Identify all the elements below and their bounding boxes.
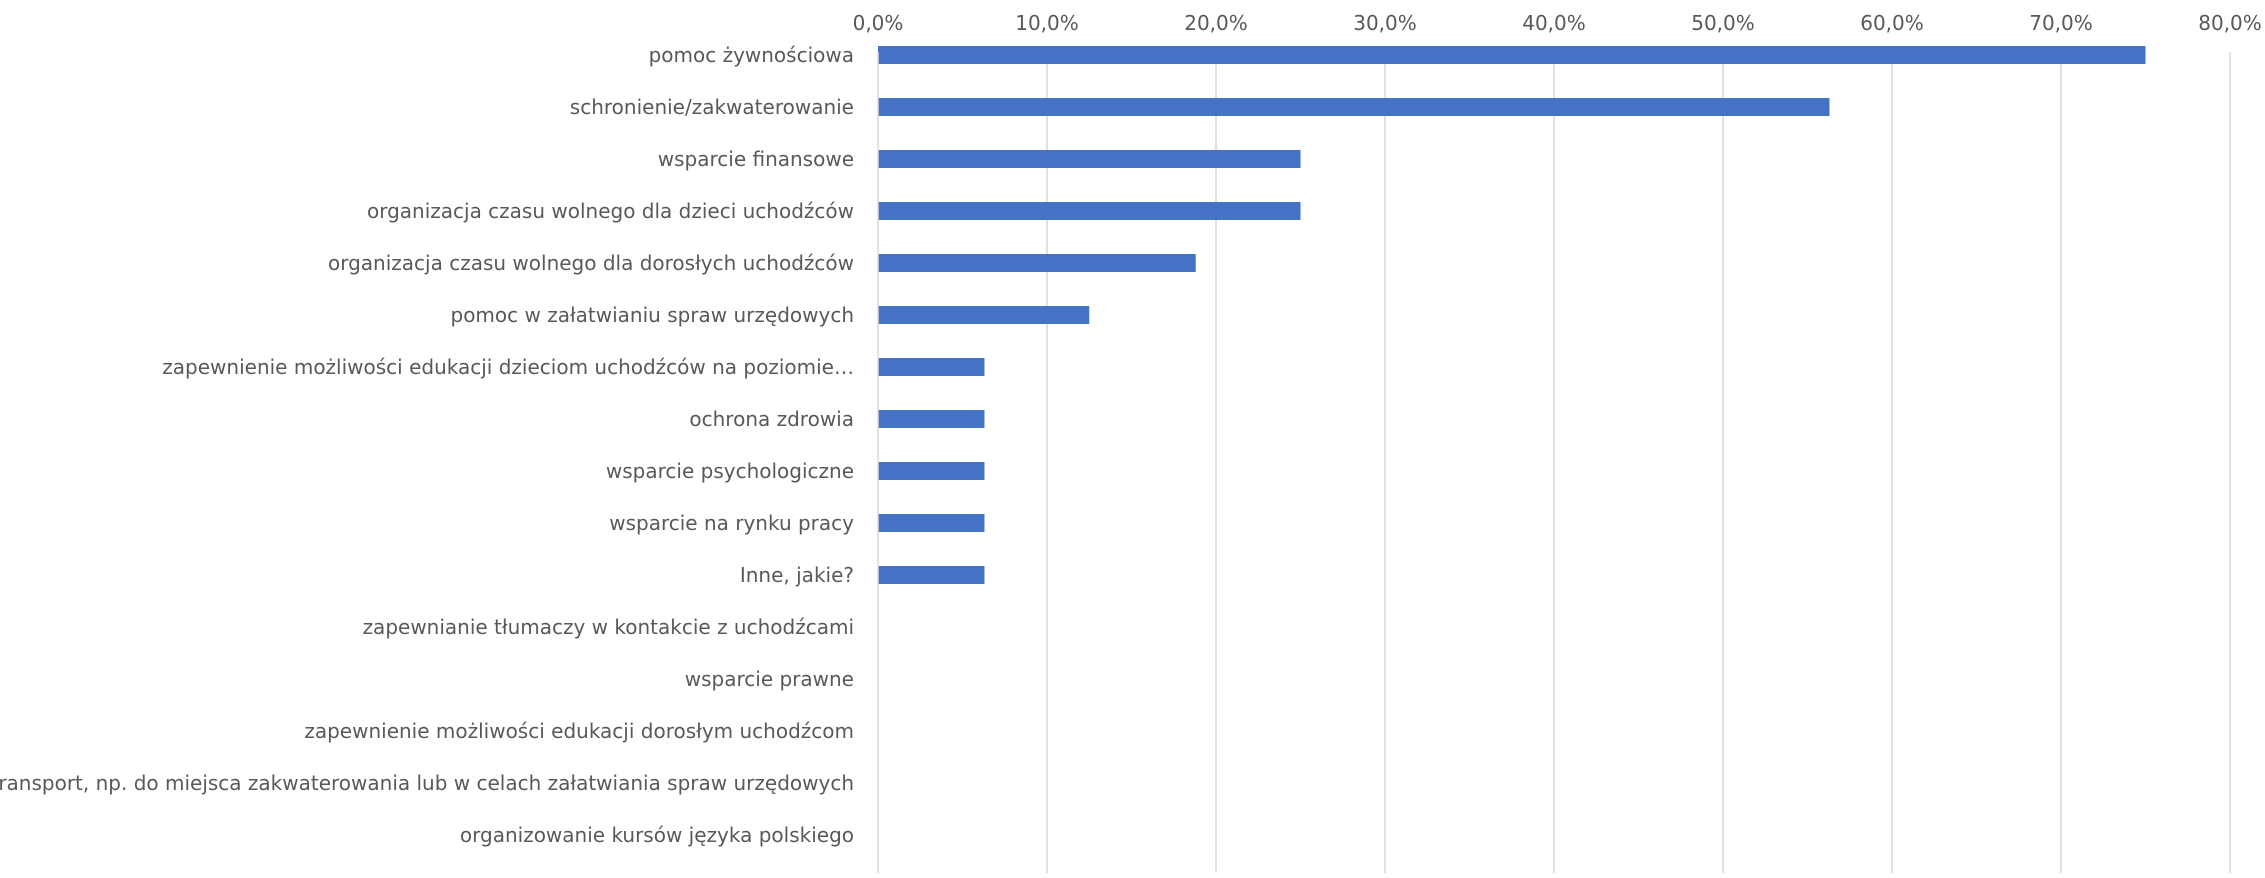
bar bbox=[878, 46, 2146, 64]
category-label: pomoc żywnościowa bbox=[649, 43, 854, 67]
category-label: wsparcie psychologiczne bbox=[606, 459, 854, 483]
bar bbox=[878, 514, 985, 532]
category-label: transport, np. do miejsca zakwaterowania… bbox=[0, 771, 854, 795]
x-tick-label: 40,0% bbox=[1522, 11, 1586, 35]
category-label: organizacja czasu wolnego dla dzieci uch… bbox=[367, 199, 854, 223]
bar bbox=[878, 98, 1830, 116]
x-tick-label: 30,0% bbox=[1353, 11, 1417, 35]
gridlines bbox=[1046, 52, 2231, 873]
x-tick-label: 10,0% bbox=[1015, 11, 1079, 35]
bar bbox=[878, 202, 1301, 220]
category-label: Inne, jakie? bbox=[740, 563, 854, 587]
x-tick-label: 70,0% bbox=[2029, 11, 2093, 35]
category-label: organizowanie kursów języka polskiego bbox=[460, 823, 854, 847]
category-label: pomoc w załatwianiu spraw urzędowych bbox=[451, 303, 855, 327]
x-tick-label: 20,0% bbox=[1184, 11, 1248, 35]
x-tick-label: 60,0% bbox=[1860, 11, 1924, 35]
x-tick-label: 50,0% bbox=[1691, 11, 1755, 35]
category-label: schronienie/zakwaterowanie bbox=[570, 95, 854, 119]
category-labels: pomoc żywnościowa schronienie/zakwaterowa… bbox=[0, 43, 854, 847]
category-label: wsparcie finansowe bbox=[658, 147, 854, 171]
bar bbox=[878, 462, 985, 480]
bar bbox=[878, 254, 1196, 272]
bar bbox=[878, 410, 985, 428]
category-label: zapewnienie możliwości edukacji dorosłym… bbox=[304, 719, 854, 743]
bar bbox=[878, 566, 985, 584]
category-label: organizacja czasu wolnego dla dorosłych … bbox=[328, 251, 854, 275]
category-label: zapewnienie możliwości edukacji dzieciom… bbox=[162, 355, 854, 379]
x-tick-label: 80,0% bbox=[2198, 11, 2262, 35]
category-label: wsparcie prawne bbox=[685, 667, 854, 691]
bar bbox=[878, 306, 1090, 324]
category-label: ochrona zdrowia bbox=[689, 407, 854, 431]
category-label: zapewnianie tłumaczy w kontakcie z uchod… bbox=[363, 615, 854, 639]
bars bbox=[878, 46, 2146, 584]
category-label: wsparcie na rynku pracy bbox=[609, 511, 854, 535]
bar bbox=[878, 358, 985, 376]
x-axis-tick-labels: 0,0% 10,0% 20,0% 30,0% 40,0% 50,0% 60,0% 70,0% 8… bbox=[853, 11, 2262, 35]
x-tick-label: 0,0% bbox=[853, 11, 904, 35]
bar bbox=[878, 150, 1301, 168]
